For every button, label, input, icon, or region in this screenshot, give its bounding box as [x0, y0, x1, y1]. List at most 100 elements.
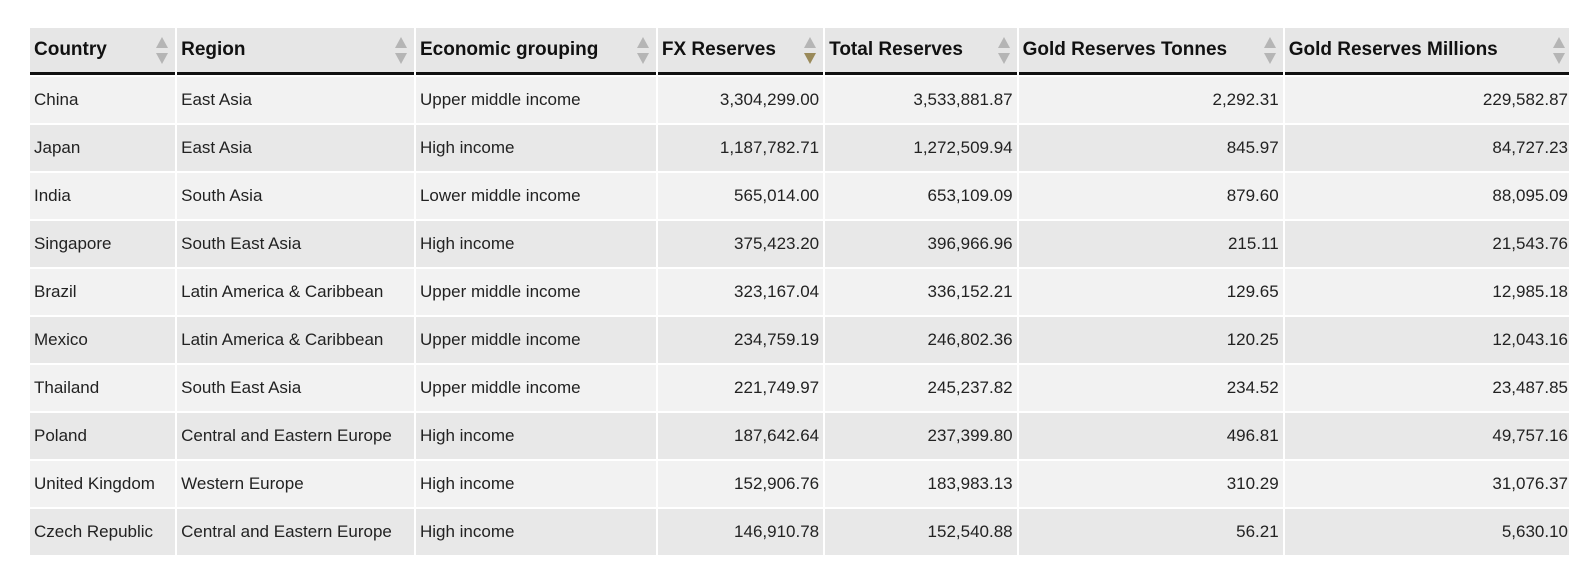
- table-cell: Central and Eastern Europe: [177, 413, 414, 459]
- sort-down: [1263, 53, 1276, 64]
- table-cell: 245,237.82: [825, 365, 1017, 411]
- sort-icon[interactable]: [803, 36, 817, 66]
- table-row: Poland Central and Eastern Europe High inc…: [30, 413, 1569, 459]
- table-cell: Upper middle income: [415, 269, 656, 315]
- sort-up: [1263, 37, 1276, 48]
- sort-down: [1553, 53, 1565, 64]
- sort-icon[interactable]: [155, 36, 169, 66]
- header-label: Gold Reserves Millions: [1288, 39, 1498, 60]
- header-label: Total Reserves: [829, 39, 963, 60]
- sort-down: [997, 53, 1010, 64]
- table-row: China East Asia Upper middle income 3,304,2…: [30, 77, 1569, 123]
- table-cell: 84,727.23: [1284, 125, 1569, 171]
- table-cell: 221,749.97: [657, 365, 824, 411]
- table-cell: South Asia: [177, 173, 414, 219]
- table-cell: 183,983.13: [825, 461, 1017, 507]
- table-cell: 187,642.64: [657, 413, 824, 459]
- table-cell: High income: [415, 461, 656, 507]
- table-cell: Mexico: [30, 317, 176, 363]
- table-cell: 653,109.09: [825, 173, 1017, 219]
- column-header[interactable]: Country: [30, 28, 176, 75]
- column-header[interactable]: Economic grouping: [415, 28, 656, 75]
- table-cell: Singapore: [30, 221, 176, 267]
- table-cell: 246,802.36: [825, 317, 1017, 363]
- table-cell: 215.11: [1018, 221, 1283, 267]
- table-cell: 56.21: [1018, 509, 1283, 555]
- table-row: United Kingdom Western Europe High income 1…: [30, 461, 1569, 507]
- table-cell: United Kingdom: [30, 461, 176, 507]
- sort-icon[interactable]: [997, 36, 1011, 66]
- table-cell: 496.81: [1018, 413, 1283, 459]
- table-row: India South Asia Lower middle income 565,01…: [30, 173, 1569, 219]
- sort-down: [394, 53, 407, 64]
- table-cell: 21,543.76: [1284, 221, 1569, 267]
- table-body: China East Asia Upper middle income 3,304,2…: [30, 77, 1569, 555]
- table-cell: 323,167.04: [657, 269, 824, 315]
- column-header[interactable]: Gold Reserves Tonnes: [1018, 28, 1283, 75]
- sort-down: [804, 53, 817, 64]
- table-cell: 49,757.16: [1284, 413, 1569, 459]
- table-cell: Upper middle income: [415, 77, 656, 123]
- table-cell: 31,076.37: [1284, 461, 1569, 507]
- header-label: Region: [181, 39, 246, 60]
- table-cell: 152,906.76: [657, 461, 824, 507]
- header-label: Economic grouping: [419, 39, 599, 60]
- sort-icon[interactable]: [1552, 36, 1566, 66]
- table-cell: 3,533,881.87: [825, 77, 1017, 123]
- table-cell: High income: [415, 221, 656, 267]
- table-cell: 5,630.10: [1284, 509, 1569, 555]
- table-cell: China: [30, 77, 176, 123]
- sort-up: [636, 37, 649, 48]
- table-cell: 879.60: [1018, 173, 1283, 219]
- table-cell: Czech Republic: [30, 509, 176, 555]
- table-cell: 146,910.78: [657, 509, 824, 555]
- table-cell: 23,487.85: [1284, 365, 1569, 411]
- table-cell: 88,095.09: [1284, 173, 1569, 219]
- sort-up: [997, 37, 1010, 48]
- sort-up: [156, 37, 169, 48]
- table-cell: South East Asia: [177, 365, 414, 411]
- table-cell: Poland: [30, 413, 176, 459]
- table-cell: Upper middle income: [415, 365, 656, 411]
- table-cell: High income: [415, 509, 656, 555]
- table-cell: Latin America & Caribbean: [177, 317, 414, 363]
- sort-icon[interactable]: [394, 36, 408, 66]
- column-header[interactable]: FX Reserves: [657, 28, 824, 75]
- table-cell: Western Europe: [177, 461, 414, 507]
- table-cell: 1,187,782.71: [657, 125, 824, 171]
- table-cell: 336,152.21: [825, 269, 1017, 315]
- table-cell: 565,014.00: [657, 173, 824, 219]
- column-header[interactable]: Region: [177, 28, 414, 75]
- sort-icon[interactable]: [636, 36, 650, 66]
- table-cell: 229,582.87: [1284, 77, 1569, 123]
- table-cell: 237,399.80: [825, 413, 1017, 459]
- table-cell: 396,966.96: [825, 221, 1017, 267]
- table-cell: East Asia: [177, 125, 414, 171]
- table-cell: 1,272,509.94: [825, 125, 1017, 171]
- table-cell: 3,304,299.00: [657, 77, 824, 123]
- column-header[interactable]: Total Reserves: [825, 28, 1017, 75]
- sort-up: [804, 37, 817, 48]
- table-row: Singapore South East Asia High income 375,4…: [30, 221, 1569, 267]
- table-cell: 12,985.18: [1284, 269, 1569, 315]
- table-cell: South East Asia: [177, 221, 414, 267]
- table-row: Czech Republic Central and Eastern Europe…: [30, 509, 1569, 555]
- table-cell: 129.65: [1018, 269, 1283, 315]
- column-header[interactable]: Gold Reserves Millions: [1284, 28, 1569, 75]
- table-row: Mexico Latin America & Caribbean Upper mid…: [30, 317, 1569, 363]
- sort-up: [1553, 37, 1565, 48]
- header-label: Country: [34, 39, 107, 60]
- table-cell: High income: [415, 125, 656, 171]
- table-cell: High income: [415, 413, 656, 459]
- sort-icon[interactable]: [1263, 36, 1277, 66]
- reserves-table: Country Region Economic grouping FX Reserve…: [28, 26, 1569, 557]
- table-cell: Central and Eastern Europe: [177, 509, 414, 555]
- table-cell: 12,043.16: [1284, 317, 1569, 363]
- table-cell: Upper middle income: [415, 317, 656, 363]
- table-row: Thailand South East Asia Upper middle inco…: [30, 365, 1569, 411]
- table-cell: 375,423.20: [657, 221, 824, 267]
- table-cell: Brazil: [30, 269, 176, 315]
- table-cell: Lower middle income: [415, 173, 656, 219]
- table-cell: 845.97: [1018, 125, 1283, 171]
